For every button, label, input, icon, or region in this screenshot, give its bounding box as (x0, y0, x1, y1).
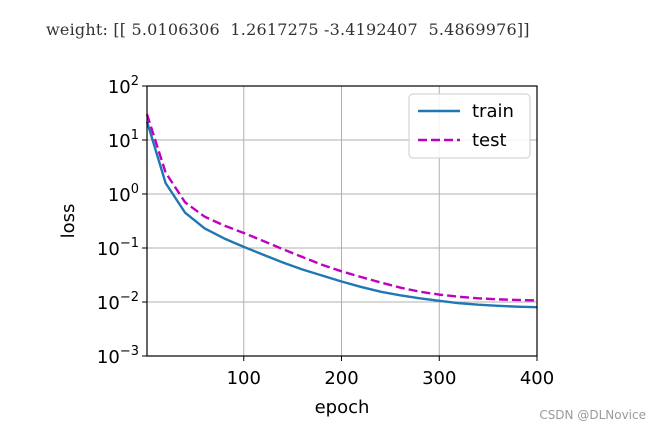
x-tick-label-300: 300 (422, 368, 456, 389)
x-tick-label-200: 200 (324, 368, 358, 389)
y-tick-label-−1: 10−1 (97, 236, 139, 260)
x-tick-label-100: 100 (227, 368, 261, 389)
y-tick-label-1: 101 (108, 128, 139, 152)
legend-label-train: train (472, 101, 514, 122)
series-line-test (145, 113, 538, 302)
y-tick-label-2: 102 (108, 74, 139, 98)
x-tick-label-400: 400 (520, 368, 554, 389)
legend-label-test: test (472, 130, 507, 151)
y-axis-label: loss (58, 204, 79, 239)
y-tick-label-−2: 10−2 (97, 290, 139, 314)
weights-output-text: weight: [[ 5.0106306 1.2617275 -3.419240… (46, 20, 530, 39)
watermark-text: CSDN @DLNovice (539, 408, 646, 422)
y-tick-label-−3: 10−3 (97, 344, 139, 368)
x-axis-label: epoch (315, 397, 370, 418)
series-line-train (145, 121, 538, 309)
y-tick-label-0: 100 (108, 182, 139, 206)
